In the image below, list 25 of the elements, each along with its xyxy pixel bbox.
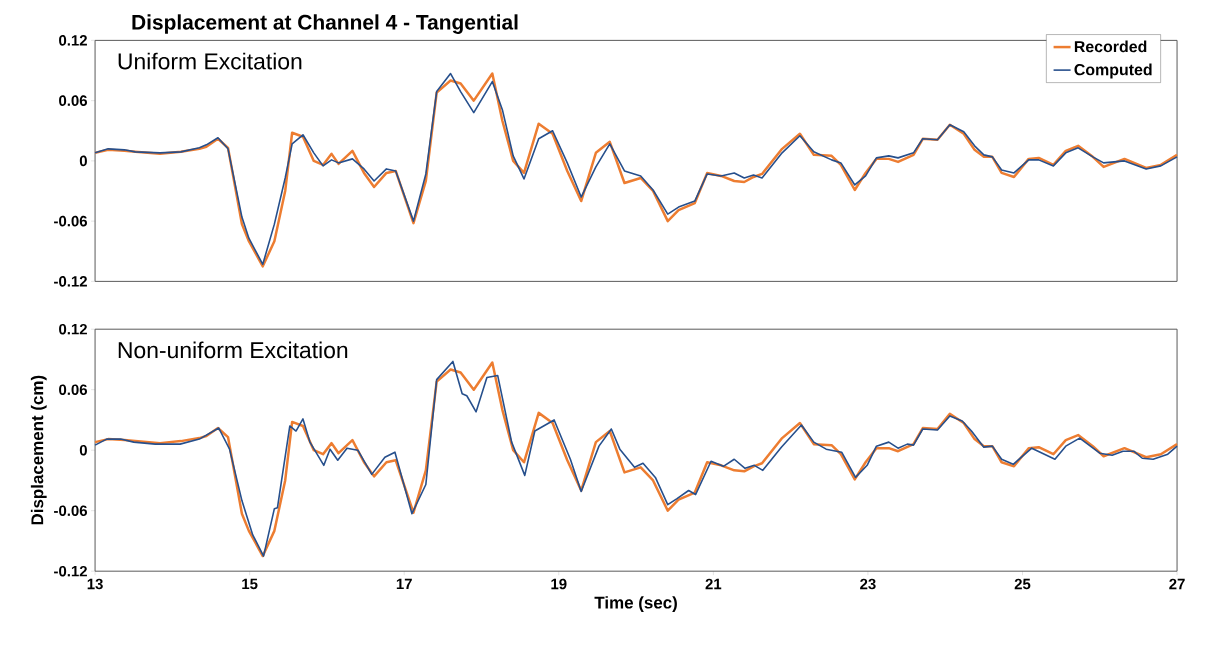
y-tick-label: 0 bbox=[79, 444, 87, 456]
x-tick-label: 13 bbox=[87, 578, 103, 590]
x-tick-label: 19 bbox=[551, 578, 567, 590]
y-tick-label: 0 bbox=[79, 155, 87, 167]
y-axis-title: Displacement (cm) bbox=[30, 375, 47, 525]
x-tick-label: 17 bbox=[396, 578, 412, 589]
y-tick-label: -0.12 bbox=[54, 565, 87, 577]
y-tick-label: -0.12 bbox=[54, 276, 87, 287]
y-tick-label: 0.12 bbox=[59, 35, 87, 46]
y-tick-label: -0.06 bbox=[54, 505, 87, 516]
chart-title: Displacement at Channel 4 - Tangential bbox=[132, 14, 518, 34]
y-tick-label: 0.12 bbox=[59, 323, 87, 335]
legend-label: Recorded bbox=[1074, 40, 1147, 53]
y-tick-label: 0.06 bbox=[59, 95, 87, 106]
legend-label: Computed bbox=[1074, 63, 1152, 79]
chart-subtitle: Uniform Excitation bbox=[118, 52, 302, 70]
y-tick-label: 0.06 bbox=[59, 384, 87, 395]
chart-subtitle: Non-uniform Excitation bbox=[118, 341, 348, 359]
x-tick-label: 25 bbox=[1014, 578, 1031, 590]
x-axis-title: Time (sec) bbox=[594, 596, 677, 612]
x-tick-label: 23 bbox=[860, 578, 876, 590]
x-tick-label: 27 bbox=[1169, 578, 1185, 590]
x-tick-label: 15 bbox=[242, 578, 258, 590]
x-tick-label: 21 bbox=[705, 578, 722, 590]
y-tick-label: -0.06 bbox=[54, 215, 87, 227]
